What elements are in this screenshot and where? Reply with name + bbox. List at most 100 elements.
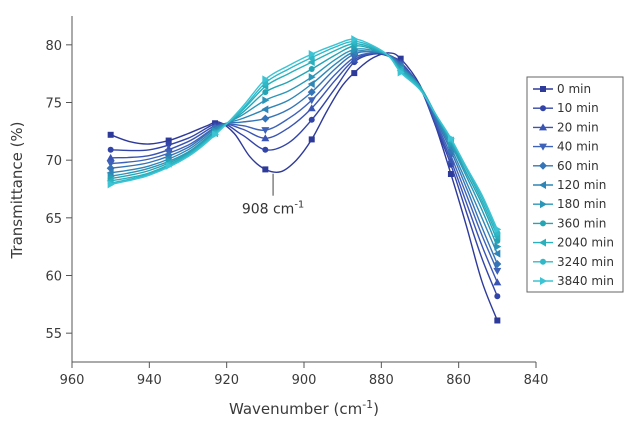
data-point-2-3 <box>261 134 270 142</box>
legend-item-0: 0 min <box>533 82 591 96</box>
legend: 0 min 10 min 20 min 40 min 60 min 120 min 180 … <box>526 76 624 293</box>
y-tick-label-75: 75 <box>45 97 62 112</box>
legend-item-10: 3840 min <box>533 274 614 288</box>
data-point-1-3 <box>262 146 269 153</box>
legend-label-1: 10 min <box>557 101 599 115</box>
legend-label-4: 60 min <box>557 159 599 173</box>
legend-marker-6 <box>540 200 547 209</box>
data-point-5-3 <box>261 105 269 114</box>
legend-item-8: 2040 min <box>533 236 614 250</box>
legend-marker-8 <box>539 238 546 247</box>
data-point-5-4 <box>307 80 315 89</box>
legend-item-3: 40 min <box>533 140 599 154</box>
series-3840-min <box>107 35 502 234</box>
data-point-10-7 <box>447 134 455 143</box>
data-point-2-0 <box>106 153 115 161</box>
legend-marker-4 <box>539 161 547 170</box>
plot-area: 960 940 920 900 880 860 840 55 60 65 70 75 80 908 cm… <box>45 16 548 388</box>
y-tick-label-60: 60 <box>45 270 62 285</box>
data-point-10-6 <box>397 68 405 77</box>
x-axis-title-sup: -1 <box>362 398 373 411</box>
data-point-1-4 <box>308 116 315 123</box>
y-tick-label-80: 80 <box>45 39 62 54</box>
legend-items: 0 min 10 min 20 min 40 min 60 min 120 min 180 … <box>533 82 614 288</box>
data-point-4-4 <box>307 88 316 97</box>
data-point-10-5 <box>351 35 359 44</box>
x-axis-title-main: Wavenumber (cm <box>229 400 362 418</box>
data-point-4-8 <box>493 259 502 268</box>
data-point-3-8 <box>493 267 502 275</box>
legend-item-9: 3240 min <box>533 255 614 269</box>
legend-marker-1 <box>540 105 546 112</box>
data-point-2-4 <box>307 104 316 112</box>
data-point-3-0 <box>106 160 115 168</box>
x-tick-label-880: 880 <box>369 373 394 388</box>
legend-marker-10 <box>540 277 547 285</box>
legend-item-7: 360 min <box>533 216 606 230</box>
data-point-0-8 <box>494 317 501 324</box>
data-point-10-8 <box>494 225 502 234</box>
data-point-3-3 <box>261 127 270 135</box>
legend-item-4: 60 min <box>533 159 599 173</box>
annotation-text: 908 cm <box>242 202 295 218</box>
legend-marker-0 <box>540 86 546 92</box>
y-tick-label-65: 65 <box>45 212 62 227</box>
series-line-0 <box>110 52 498 321</box>
series-0-min <box>107 52 501 324</box>
legend-label-8: 2040 min <box>557 236 614 250</box>
data-point-1-8 <box>494 293 501 300</box>
legend-marker-9 <box>540 258 546 265</box>
data-point-0-6 <box>397 55 404 62</box>
legend-marker-3 <box>539 143 547 151</box>
legend-item-6: 180 min <box>533 197 606 211</box>
data-point-2-8 <box>493 278 502 286</box>
legend-item-5: 120 min <box>533 178 606 192</box>
y-tick-label-70: 70 <box>45 154 62 169</box>
data-point-6-3 <box>262 96 270 105</box>
legend-label-6: 180 min <box>557 197 606 211</box>
axis-ticks: 960 940 920 900 880 860 840 55 60 65 70 75 80 <box>45 39 548 388</box>
data-point-6-8 <box>494 242 502 251</box>
x-tick-label-860: 860 <box>446 373 471 388</box>
data-point-10-2 <box>212 130 220 139</box>
x-axis-title: Wavenumber (cm-1) <box>229 398 379 418</box>
legend-marker-2 <box>539 123 547 131</box>
x-tick-label-840: 840 <box>524 373 549 388</box>
data-point-10-1 <box>165 161 173 170</box>
legend-label-10: 3840 min <box>557 274 614 288</box>
legend-label-3: 40 min <box>557 140 599 154</box>
x-tick-label-960: 960 <box>60 373 85 388</box>
data-point-0-7 <box>447 171 454 178</box>
x-tick-label-940: 940 <box>137 373 162 388</box>
data-point-0-1 <box>165 137 172 144</box>
data-point-1-1 <box>165 141 172 148</box>
data-point-7-4 <box>308 66 315 73</box>
data-point-10-0 <box>107 180 115 189</box>
data-point-0-4 <box>308 136 315 143</box>
legend-label-5: 120 min <box>557 178 606 192</box>
data-point-7-3 <box>262 89 269 96</box>
legend-label-0: 0 min <box>557 82 591 96</box>
data-point-10-4 <box>308 50 316 59</box>
y-tick-label-55: 55 <box>45 327 62 342</box>
legend-item-1: 10 min <box>533 101 599 115</box>
data-point-0-0 <box>107 131 114 138</box>
data-point-4-3 <box>261 114 270 123</box>
data-point-1-0 <box>107 146 114 153</box>
x-tick-label-920: 920 <box>214 373 239 388</box>
annotation-layer: 908 cm-1 <box>242 173 304 218</box>
legend-item-2: 20 min <box>533 120 599 134</box>
legend-label-7: 360 min <box>557 216 606 230</box>
data-point-3-4 <box>307 97 316 105</box>
data-point-0-3 <box>262 166 269 173</box>
data-point-0-5 <box>351 70 358 77</box>
x-axis-title-tail: ) <box>373 400 379 418</box>
legend-label-2: 20 min <box>557 120 599 134</box>
legend-marker-7 <box>540 220 546 227</box>
data-point-6-4 <box>308 73 316 82</box>
data-point-5-8 <box>493 249 501 258</box>
y-axis-title: Transmittance (%) <box>8 121 26 259</box>
series-layer <box>106 35 502 324</box>
legend-marker-5 <box>539 181 546 189</box>
